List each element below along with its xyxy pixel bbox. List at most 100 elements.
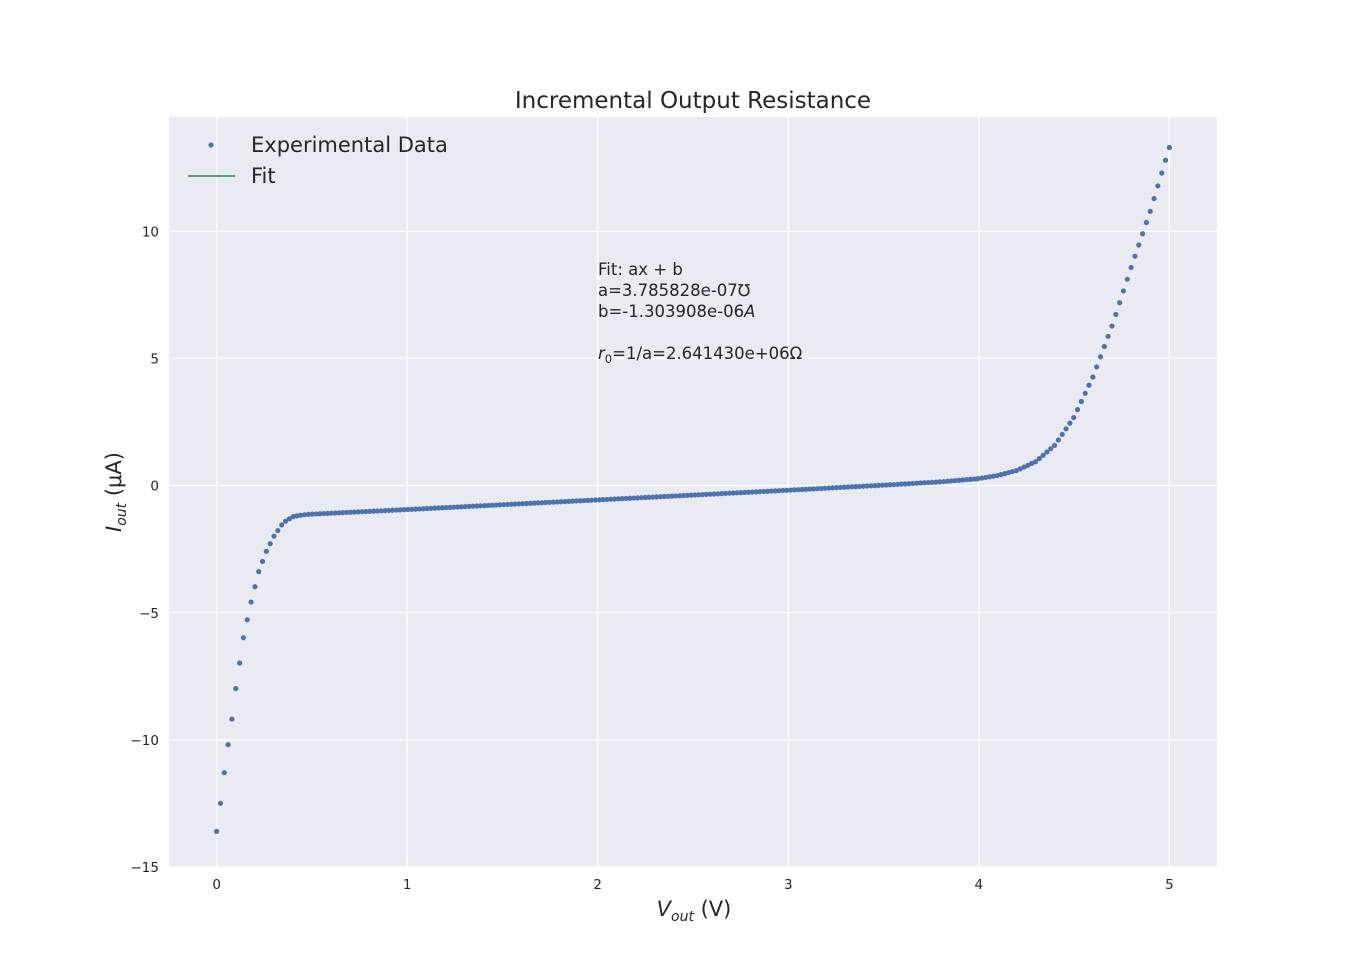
- x-axis-label: Vout (V): [657, 897, 732, 925]
- data-point: [409, 506, 415, 512]
- data-point: [963, 476, 970, 483]
- data-point: [772, 488, 778, 494]
- x-tick-label: 2: [593, 877, 602, 893]
- data-point: [1036, 456, 1042, 462]
- data-point: [363, 508, 369, 515]
- data-point: [1166, 144, 1172, 151]
- data-point: [971, 476, 977, 482]
- data-point: [895, 481, 901, 487]
- data-point: [573, 498, 579, 504]
- data-point: [236, 660, 243, 666]
- data-point: [631, 495, 637, 501]
- data-point: [853, 484, 859, 490]
- data-point: [914, 480, 920, 486]
- data-point: [868, 483, 874, 489]
- data-point: [412, 506, 419, 512]
- data-point: [1105, 333, 1111, 339]
- data-point: [979, 475, 985, 481]
- annotation-line-fit: Fit: ax + b: [598, 260, 683, 279]
- data-point: [872, 483, 878, 489]
- data-point: [887, 482, 893, 488]
- data-point: [481, 503, 488, 509]
- data-point: [1109, 323, 1115, 329]
- data-point: [833, 485, 840, 491]
- annotation-line-r0: r0=1/a=2.641430e+06Ω: [598, 344, 802, 366]
- data-point: [252, 584, 258, 590]
- data-point: [784, 487, 790, 493]
- data-point: [259, 558, 266, 565]
- data-point: [810, 486, 817, 492]
- data-point: [1078, 398, 1084, 405]
- data-point: [1055, 437, 1062, 443]
- data-point: [516, 501, 522, 507]
- data-point: [344, 509, 350, 516]
- data-point: [841, 484, 847, 490]
- data-point: [543, 499, 549, 506]
- data-point: [975, 475, 981, 482]
- y-ticks: −15 −10 −5 0 5 10: [131, 224, 160, 876]
- data-point: [271, 533, 277, 539]
- data-point: [585, 497, 591, 503]
- legend: Experimental Data Fit: [188, 133, 448, 188]
- x-tick-label: 0: [212, 877, 221, 893]
- data-point: [742, 489, 748, 496]
- data-point: [1071, 414, 1077, 421]
- data-point: [267, 541, 273, 547]
- data-point: [466, 503, 472, 509]
- data-point: [592, 497, 599, 503]
- data-point: [550, 499, 556, 505]
- y-axis-label: Iout (μA): [102, 452, 130, 532]
- data-point: [1151, 195, 1157, 202]
- data-point: [1063, 426, 1069, 432]
- data-point: [615, 496, 621, 502]
- data-point: [753, 489, 759, 495]
- data-point: [374, 508, 380, 514]
- data-point: [803, 486, 809, 492]
- data-point: [960, 477, 966, 483]
- data-point: [910, 480, 916, 487]
- data-point: [1090, 374, 1096, 380]
- data-point: [508, 501, 514, 507]
- annotation-line-a: a=3.785828e-07℧: [598, 281, 751, 300]
- data-point: [952, 477, 958, 484]
- data-point: [577, 498, 583, 504]
- data-point: [1051, 442, 1058, 448]
- data-point: [677, 493, 683, 499]
- data-point: [217, 800, 224, 806]
- data-point: [428, 505, 434, 511]
- data-point: [340, 510, 346, 516]
- data-point: [646, 494, 652, 500]
- data-point: [474, 503, 480, 509]
- data-point: [849, 484, 855, 490]
- data-point: [566, 498, 572, 504]
- data-point: [244, 617, 250, 623]
- data-point: [489, 502, 495, 508]
- data-point: [424, 505, 430, 512]
- data-point: [719, 490, 725, 497]
- data-point: [313, 511, 319, 517]
- data-point: [1094, 364, 1100, 370]
- data-point: [562, 498, 568, 505]
- data-point: [925, 479, 931, 486]
- data-point: [944, 478, 951, 484]
- data-point: [386, 507, 392, 514]
- data-point: [906, 481, 912, 487]
- data-point: [780, 487, 786, 494]
- data-point: [826, 485, 832, 491]
- data-point: [765, 488, 771, 494]
- data-point: [768, 488, 775, 494]
- data-point: [248, 599, 254, 605]
- data-point: [1124, 276, 1130, 282]
- data-point: [416, 506, 423, 512]
- data-point: [305, 511, 312, 517]
- data-point: [302, 512, 308, 518]
- data-point: [554, 499, 560, 505]
- data-point: [860, 483, 866, 489]
- data-point: [233, 685, 239, 692]
- data-point: [390, 507, 396, 513]
- data-point: [879, 482, 885, 488]
- data-point: [405, 506, 411, 513]
- data-point: [787, 487, 794, 493]
- data-point: [692, 492, 698, 498]
- data-point: [1128, 264, 1134, 271]
